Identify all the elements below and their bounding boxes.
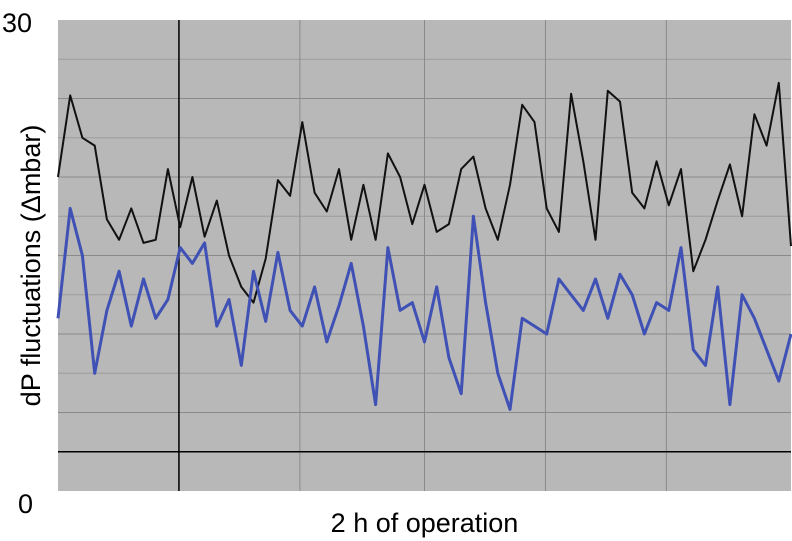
series-line-2 (56, 206, 792, 411)
x-axis-label: 2 h of operation (331, 508, 519, 538)
y-tick-label-bottom: 0 (18, 489, 33, 519)
series-line-1 (57, 81, 792, 304)
y-tick-label-top: 30 (2, 8, 32, 38)
series-lines (56, 81, 792, 411)
y-axis-label: dP fluctuations (Δmbar) (16, 125, 46, 407)
grid-lines (58, 20, 791, 491)
